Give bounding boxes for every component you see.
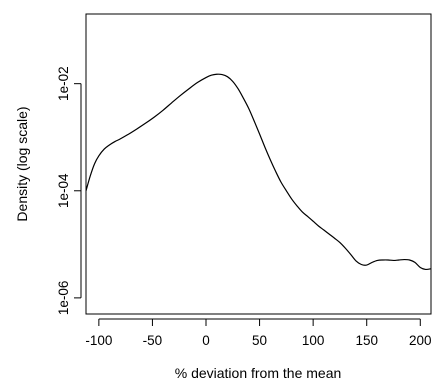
y-axis: 1e-06 1e-04 1e-02 <box>56 66 82 316</box>
x-tick-label: 50 <box>252 333 267 348</box>
x-tick-label: 100 <box>302 333 325 348</box>
y-tick-label: 1e-02 <box>56 66 71 101</box>
density-line <box>85 73 432 271</box>
plot-frame <box>85 13 432 315</box>
x-tick-label: 0 <box>202 333 210 348</box>
series-layer <box>85 73 432 271</box>
x-tick-label: 200 <box>409 333 432 348</box>
x-tick-label: 150 <box>355 333 378 348</box>
y-axis-title: Density (log scale) <box>14 106 30 221</box>
y-tick-label: 1e-06 <box>56 281 71 316</box>
y-tick-label: 1e-04 <box>56 173 71 208</box>
x-tick-label: -50 <box>143 333 163 348</box>
x-axis-title: % deviation from the mean <box>175 365 342 381</box>
x-axis: -100 -50 0 50 100 150 200 <box>85 318 432 348</box>
x-tick-label: -100 <box>85 333 112 348</box>
